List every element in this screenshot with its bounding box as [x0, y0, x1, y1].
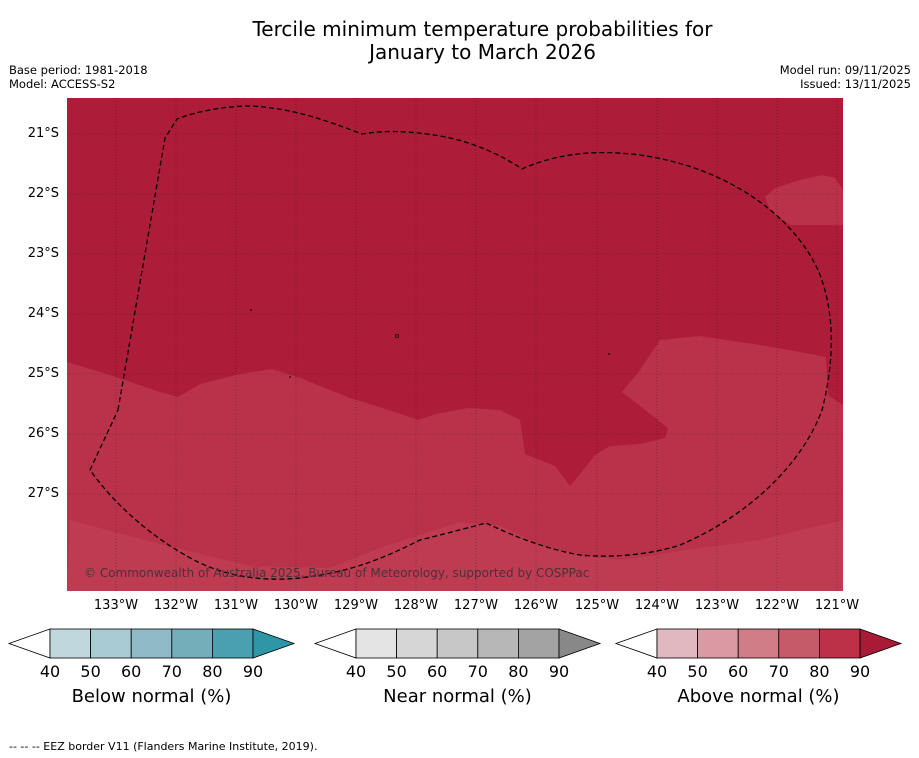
- lat-label: 24°S: [27, 306, 59, 321]
- colorbar-tick-label: 40: [646, 662, 668, 681]
- lat-label: 23°S: [27, 246, 59, 261]
- colorbar-tick-label: 80: [202, 662, 223, 681]
- eez-border: [89, 105, 832, 580]
- lon-label: 132°W: [153, 598, 199, 613]
- colorbar-segment: [171, 628, 213, 659]
- region-light-northeast: [765, 175, 843, 225]
- colorbar-title: Below normal (%): [71, 686, 232, 707]
- lon-label: 121°W: [814, 598, 860, 613]
- lon-label: 123°W: [694, 598, 740, 613]
- graticule: [67, 98, 843, 591]
- colorbar-tick-label: 50: [80, 662, 101, 681]
- colorbar-segment: [436, 628, 479, 659]
- colorbar-tick-label: 40: [39, 662, 61, 681]
- lat-label: 25°S: [27, 366, 59, 381]
- colorbar-tick-label: 70: [768, 662, 789, 681]
- colorbar-segment: [211, 628, 254, 659]
- colorbar-segment: [656, 628, 698, 659]
- colorbar-segment: [819, 628, 861, 659]
- colorbar-tick-label: 80: [809, 662, 830, 681]
- colorbar-segment: [477, 628, 519, 659]
- colorbar-tick-label: 70: [467, 662, 488, 681]
- lon-label: 129°W: [333, 598, 379, 613]
- title-line-1: Tercile minimum temperature probabilitie…: [252, 17, 713, 41]
- colorbar-tick-label: 50: [386, 662, 407, 681]
- lon-label: 122°W: [754, 598, 800, 613]
- issued-date: Issued: 13/11/2025: [800, 77, 911, 91]
- colorbars: [7, 628, 903, 659]
- colorbar-max-arrow: [859, 628, 903, 659]
- colorbar-max-arrow: [252, 628, 296, 659]
- colorbar-segment: [518, 628, 560, 659]
- copyright-notice: © Commonwealth of Australia 2025, Bureau…: [84, 566, 590, 580]
- base-period: Base period: 1981-2018: [9, 63, 148, 77]
- island-marker: [394, 333, 399, 338]
- title-line-2: January to March 2026: [369, 40, 596, 64]
- colorbar-tick-label: 80: [508, 662, 529, 681]
- colorbar-title: Near normal (%): [383, 686, 532, 707]
- lon-label: 124°W: [634, 598, 680, 613]
- colorbar-tick-label: 90: [548, 662, 570, 681]
- model-name: Model: ACCESS-S2: [9, 77, 116, 91]
- chart-title: Tercile minimum temperature probabilitie…: [0, 18, 919, 64]
- region-medium-south: [67, 336, 843, 591]
- island-marker: [250, 309, 252, 311]
- island-marker: [608, 353, 610, 355]
- colorbar-tick-label: 90: [242, 662, 264, 681]
- lon-label: 130°W: [273, 598, 319, 613]
- lat-label: 22°S: [27, 186, 59, 201]
- colorbar-tick-label: 60: [121, 662, 142, 681]
- island-marker: [289, 376, 291, 378]
- lon-label: 125°W: [574, 598, 620, 613]
- lon-label: 127°W: [453, 598, 499, 613]
- lon-label: 131°W: [213, 598, 259, 613]
- colorbar-segment: [737, 628, 780, 659]
- colorbar-segment: [778, 628, 820, 659]
- colorbar-tick-label: 70: [161, 662, 182, 681]
- colorbar-segment: [49, 628, 91, 659]
- region-light-south: [67, 520, 843, 591]
- eez-legend-footer: -- -- -- EEZ border V11 (Flanders Marine…: [9, 740, 318, 753]
- model-run: Model run: 09/11/2025: [779, 63, 911, 77]
- lon-label: 128°W: [393, 598, 439, 613]
- lat-label: 21°S: [27, 126, 59, 141]
- colorbar-tick-label: 90: [849, 662, 871, 681]
- colorbar-segment: [90, 628, 132, 659]
- lat-label: 27°S: [27, 486, 59, 501]
- colorbar-tick-label: 60: [728, 662, 749, 681]
- colorbar-segment: [130, 628, 173, 659]
- colorbar-tick-label: 40: [345, 662, 367, 681]
- colorbar-title: Above normal (%): [677, 686, 840, 707]
- colorbar-min-arrow: [7, 628, 51, 659]
- metadata-right: Model run: 09/11/2025 Issued: 13/11/2025: [780, 63, 911, 91]
- colorbar-min-arrow: [313, 628, 357, 659]
- colorbar-segment: [355, 628, 397, 659]
- metadata-left: Base period: 1981-2018 Model: ACCESS-S2: [9, 63, 148, 91]
- colorbar-segment: [697, 628, 739, 659]
- colorbar-segment: [396, 628, 438, 659]
- lat-label: 26°S: [27, 426, 59, 441]
- colorbar-tick-label: 60: [427, 662, 448, 681]
- lon-label: 126°W: [513, 598, 559, 613]
- colorbar-tick-label: 50: [687, 662, 708, 681]
- colorbar-min-arrow: [614, 628, 658, 659]
- lon-label: 133°W: [93, 598, 139, 613]
- colorbar-max-arrow: [558, 628, 602, 659]
